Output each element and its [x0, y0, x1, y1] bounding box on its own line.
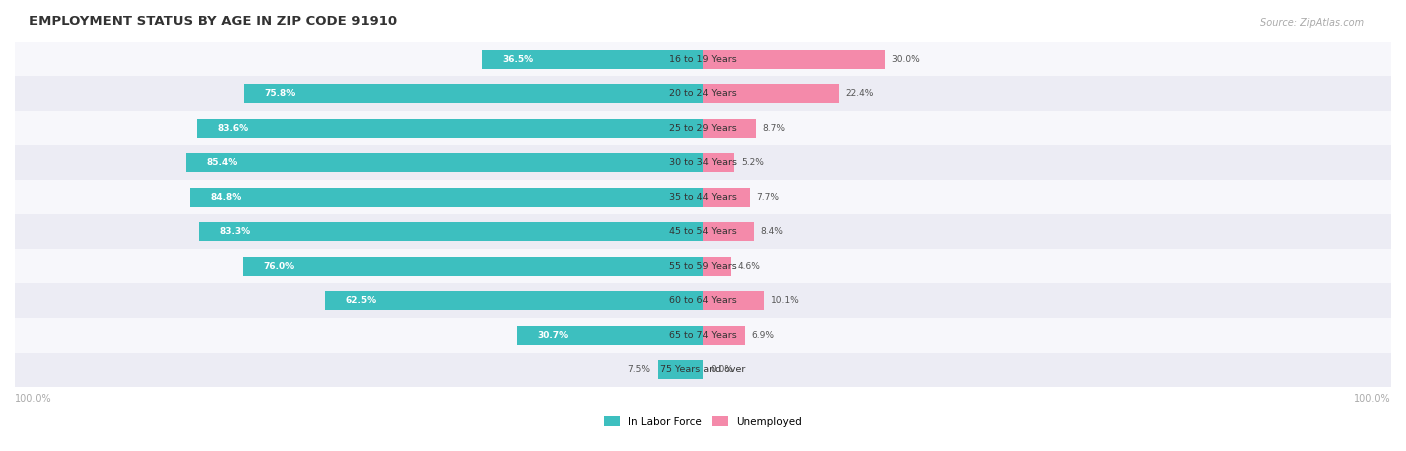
FancyBboxPatch shape	[703, 84, 838, 103]
FancyBboxPatch shape	[517, 326, 703, 345]
Text: 75 Years and over: 75 Years and over	[661, 365, 745, 374]
FancyBboxPatch shape	[15, 249, 1391, 284]
Text: 45 to 54 Years: 45 to 54 Years	[669, 227, 737, 236]
Text: 22.4%: 22.4%	[845, 89, 875, 98]
Text: 75.8%: 75.8%	[264, 89, 297, 98]
FancyBboxPatch shape	[15, 145, 1391, 180]
FancyBboxPatch shape	[190, 188, 703, 207]
FancyBboxPatch shape	[186, 153, 703, 172]
FancyBboxPatch shape	[15, 42, 1391, 76]
FancyBboxPatch shape	[703, 326, 745, 345]
Text: 60 to 64 Years: 60 to 64 Years	[669, 296, 737, 305]
Legend: In Labor Force, Unemployed: In Labor Force, Unemployed	[605, 416, 801, 427]
Text: 76.0%: 76.0%	[263, 262, 295, 271]
Text: 5.2%: 5.2%	[741, 158, 765, 167]
Text: 30 to 34 Years: 30 to 34 Years	[669, 158, 737, 167]
Text: 84.8%: 84.8%	[211, 193, 242, 202]
Text: 62.5%: 62.5%	[346, 296, 377, 305]
FancyBboxPatch shape	[15, 76, 1391, 111]
FancyBboxPatch shape	[703, 222, 754, 241]
Text: EMPLOYMENT STATUS BY AGE IN ZIP CODE 91910: EMPLOYMENT STATUS BY AGE IN ZIP CODE 919…	[28, 15, 396, 28]
Text: 6.9%: 6.9%	[752, 331, 775, 340]
Text: 7.7%: 7.7%	[756, 193, 779, 202]
FancyBboxPatch shape	[15, 180, 1391, 215]
Text: 7.5%: 7.5%	[627, 365, 651, 374]
FancyBboxPatch shape	[15, 353, 1391, 387]
FancyBboxPatch shape	[245, 84, 703, 103]
FancyBboxPatch shape	[15, 318, 1391, 353]
FancyBboxPatch shape	[15, 111, 1391, 145]
FancyBboxPatch shape	[197, 119, 703, 138]
FancyBboxPatch shape	[198, 222, 703, 241]
FancyBboxPatch shape	[703, 119, 755, 138]
Text: 100.0%: 100.0%	[15, 394, 52, 404]
Text: 30.7%: 30.7%	[537, 331, 569, 340]
FancyBboxPatch shape	[482, 50, 703, 69]
FancyBboxPatch shape	[703, 188, 749, 207]
Text: 65 to 74 Years: 65 to 74 Years	[669, 331, 737, 340]
Text: 83.3%: 83.3%	[219, 227, 250, 236]
FancyBboxPatch shape	[243, 257, 703, 276]
Text: 100.0%: 100.0%	[1354, 394, 1391, 404]
FancyBboxPatch shape	[703, 153, 734, 172]
Text: 0.0%: 0.0%	[710, 365, 733, 374]
Text: 20 to 24 Years: 20 to 24 Years	[669, 89, 737, 98]
Text: 8.4%: 8.4%	[761, 227, 783, 236]
FancyBboxPatch shape	[703, 50, 884, 69]
Text: 35 to 44 Years: 35 to 44 Years	[669, 193, 737, 202]
Text: 10.1%: 10.1%	[770, 296, 800, 305]
FancyBboxPatch shape	[703, 291, 763, 310]
Text: 55 to 59 Years: 55 to 59 Years	[669, 262, 737, 271]
Text: 83.6%: 83.6%	[218, 124, 249, 133]
Text: Source: ZipAtlas.com: Source: ZipAtlas.com	[1260, 18, 1364, 28]
Text: 25 to 29 Years: 25 to 29 Years	[669, 124, 737, 133]
FancyBboxPatch shape	[15, 284, 1391, 318]
Text: 36.5%: 36.5%	[503, 55, 534, 64]
FancyBboxPatch shape	[658, 360, 703, 379]
Text: 30.0%: 30.0%	[891, 55, 921, 64]
Text: 16 to 19 Years: 16 to 19 Years	[669, 55, 737, 64]
FancyBboxPatch shape	[15, 215, 1391, 249]
FancyBboxPatch shape	[325, 291, 703, 310]
Text: 4.6%: 4.6%	[738, 262, 761, 271]
Text: 85.4%: 85.4%	[207, 158, 238, 167]
Text: 8.7%: 8.7%	[762, 124, 786, 133]
FancyBboxPatch shape	[703, 257, 731, 276]
